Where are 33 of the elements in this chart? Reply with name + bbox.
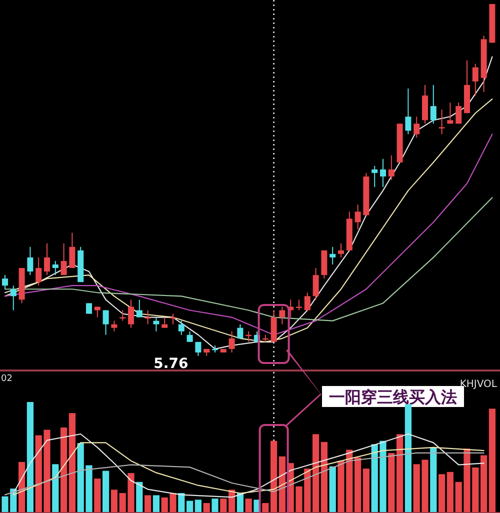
bar — [102, 470, 110, 513]
bar — [446, 472, 454, 513]
bar — [320, 442, 328, 513]
annotation: 5.76 — [154, 356, 188, 372]
bar — [52, 464, 59, 513]
bar — [152, 495, 160, 513]
bar — [60, 428, 68, 513]
bar — [438, 474, 446, 513]
bar — [396, 434, 404, 513]
bar — [354, 458, 362, 513]
bar — [388, 453, 395, 513]
bar — [220, 498, 227, 513]
bar — [136, 482, 143, 513]
bar — [194, 500, 202, 513]
bar — [329, 466, 336, 513]
bar — [362, 468, 370, 513]
bar — [110, 490, 118, 513]
bar — [94, 478, 101, 513]
bar — [245, 498, 252, 513]
bar — [430, 448, 437, 513]
chart-title: KHJVOL — [460, 379, 498, 390]
bar — [404, 404, 412, 513]
bar — [312, 434, 320, 513]
bar — [212, 498, 218, 513]
text: 02 — [1, 374, 12, 384]
annotation: 一阳穿三线买入法 — [329, 388, 457, 406]
bar — [26, 402, 34, 513]
bar — [144, 495, 152, 513]
bar — [488, 408, 496, 513]
bar — [68, 413, 76, 513]
bar — [278, 456, 286, 513]
bar — [480, 455, 488, 513]
bar — [270, 440, 278, 513]
